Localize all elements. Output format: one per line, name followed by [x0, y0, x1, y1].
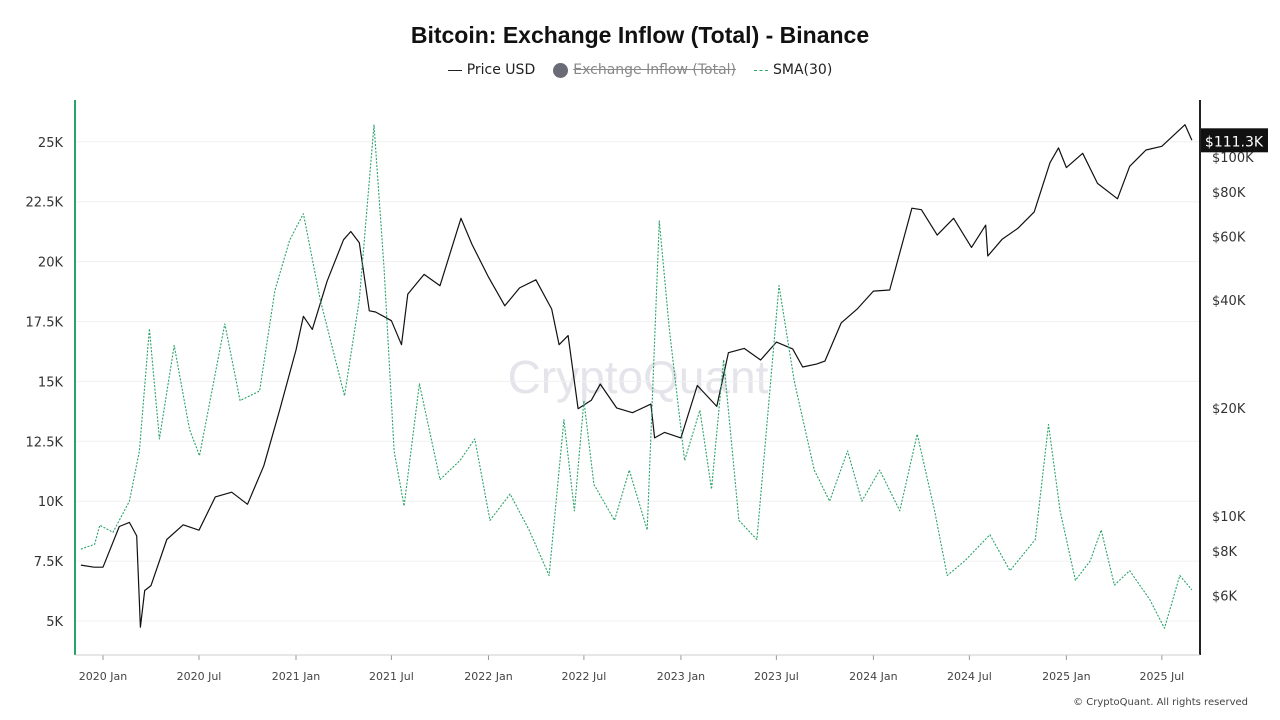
watermark: CryptoQuant — [508, 351, 769, 403]
right-axis-tick-label: $6K — [1212, 590, 1238, 605]
left-axis-tick-label: 20K — [38, 256, 64, 271]
legend-item-exchange-inflow[interactable]: Exchange Inflow (Total) — [553, 62, 736, 78]
x-axis-tick-label: 2023 Jan — [657, 670, 705, 683]
x-axis-tick-label: 2024 Jan — [849, 670, 897, 683]
x-axis-tick-label: 2025 Jan — [1042, 670, 1090, 683]
left-axis-tick-label: 22.5K — [26, 196, 64, 211]
left-axis-tick-label: 7.5K — [34, 555, 64, 570]
x-axis-tick-label: 2021 Jul — [369, 670, 414, 683]
circle-icon — [553, 62, 569, 78]
x-axis-tick-label: 2020 Jan — [79, 670, 127, 683]
right-axis-tick-label: $20K — [1212, 402, 1246, 417]
x-axis-tick-label: 2024 Jul — [947, 670, 992, 683]
right-axis-tick-label: $60K — [1212, 231, 1246, 246]
x-axis-tick-label: 2021 Jan — [272, 670, 320, 683]
left-axis-tick-label: 5K — [46, 615, 63, 630]
chart-title: Bitcoin: Exchange Inflow (Total) - Binan… — [410, 22, 870, 48]
legend-label: Price USD — [466, 62, 536, 78]
right-axis-tick-label: $80K — [1212, 186, 1246, 201]
x-axis-tick-label: 2020 Jul — [177, 670, 222, 683]
right-axis-tick-label: $40K — [1212, 294, 1246, 309]
solid-line-icon — [447, 69, 462, 71]
left-axis-tick-label: 15K — [38, 375, 64, 390]
price-usd-line — [80, 124, 1193, 628]
legend-label: SMA(30) — [773, 62, 833, 78]
right-axis-tick-label: $8K — [1212, 545, 1238, 560]
x-axis-tick-label: 2022 Jul — [562, 670, 607, 683]
sma-30-line — [80, 124, 1193, 629]
dashed-line-icon — [754, 69, 768, 71]
left-axis-tick-label: 17.5K — [26, 316, 64, 331]
legend: Price USD Exchange Inflow (Total) SMA(30… — [0, 62, 1280, 78]
right-axis-tick-label: $100K — [1212, 151, 1254, 166]
left-axis-tick-label: 12.5K — [26, 435, 64, 450]
legend-item-sma[interactable]: SMA(30) — [754, 62, 832, 78]
legend-label: Exchange Inflow (Total) — [573, 62, 736, 78]
copyright: © CryptoQuant. All rights reserved — [1073, 697, 1248, 708]
left-axis-tick-label: 10K — [38, 495, 64, 510]
x-axis-tick-label: 2025 Jul — [1139, 670, 1184, 683]
left-axis-tick-label: 25K — [38, 136, 64, 151]
x-axis-tick-label: 2023 Jul — [754, 670, 799, 683]
last-price-badge — [1201, 128, 1268, 153]
right-axis-tick-label: $10K — [1212, 510, 1246, 525]
legend-item-price[interactable]: Price USD — [447, 62, 536, 78]
last-price-label: $111.3K — [1205, 134, 1264, 150]
x-axis-tick-label: 2022 Jan — [464, 670, 512, 683]
